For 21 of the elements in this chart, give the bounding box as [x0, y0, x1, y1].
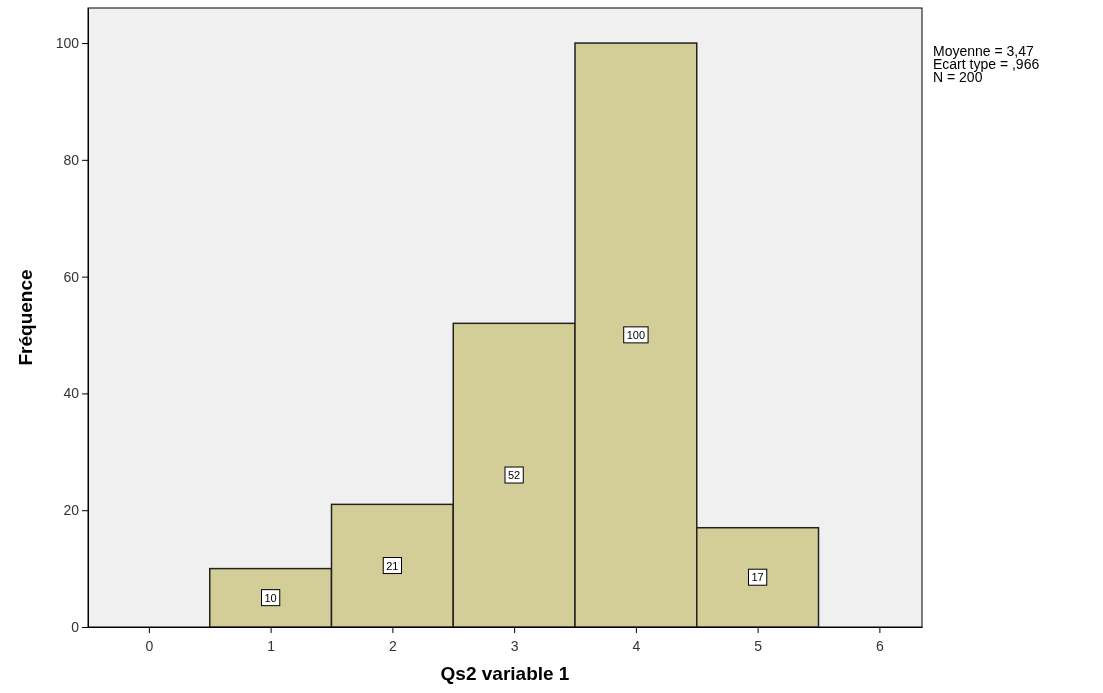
x-tick-label: 4	[632, 638, 641, 655]
y-tick-label: 20	[63, 502, 80, 519]
x-tick-label: 1	[267, 638, 276, 655]
y-tick-label: 100	[55, 35, 80, 52]
y-axis-title: Fréquence	[15, 269, 36, 366]
y-tick-label: 40	[63, 385, 80, 402]
data-label: 10	[264, 591, 277, 604]
x-tick-label: 3	[510, 638, 519, 655]
y-tick-label: 60	[63, 268, 80, 285]
x-tick-label: 0	[145, 638, 154, 655]
data-label: 21	[386, 559, 399, 572]
x-tick-label: 2	[388, 638, 397, 655]
x-tick-label: 6	[875, 638, 884, 655]
data-label: 17	[751, 571, 764, 584]
x-tick-label: 5	[754, 638, 763, 655]
y-tick-label: 80	[63, 151, 80, 168]
y-tick-label: 0	[71, 618, 80, 635]
data-label: 100	[626, 328, 646, 341]
x-axis-title: Qs2 variable 1	[440, 663, 570, 684]
data-label: 52	[508, 469, 521, 482]
text: Moyenne = 3,47	[933, 43, 1035, 59]
